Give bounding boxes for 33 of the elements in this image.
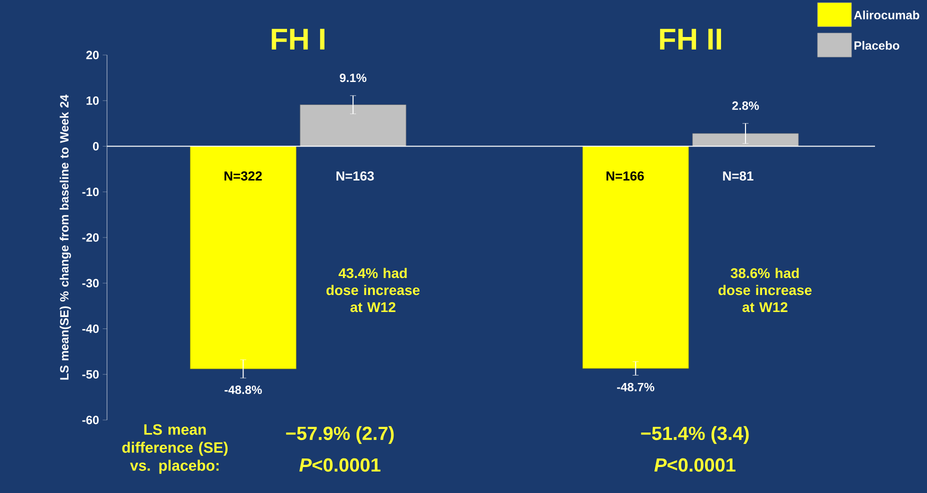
- data-label: 9.1%: [340, 74, 366, 82]
- annotation: N=81: [723, 171, 754, 181]
- bar: [300, 104, 406, 146]
- annotation: N=166: [606, 171, 644, 181]
- data-label: 2.8%: [732, 101, 759, 110]
- y-tick-label: -20: [82, 233, 99, 242]
- text: −51.4% (3.4): [641, 426, 749, 444]
- y-tick-label: -60: [82, 416, 99, 424]
- legend-label: Placebo: [854, 40, 900, 50]
- text: P<0.0001: [654, 458, 736, 472]
- x-tick-label: FH I: [272, 28, 324, 50]
- text: −57.9% (2.7): [286, 426, 394, 444]
- y-tick-label: -30: [82, 278, 99, 288]
- annotation: 38.6% had dose increase at W12: [718, 268, 812, 312]
- annotation: 43.4% had dose increase at W12: [326, 268, 420, 312]
- y-tick-label: 0: [92, 142, 99, 150]
- annotation: N=163: [336, 171, 374, 181]
- y-axis-title: LS mean(SE) % change from baseline to Week 24: [60, 94, 71, 380]
- x-tick-label: FH II: [660, 28, 722, 50]
- bar: [692, 133, 799, 146]
- y-tick-label: -40: [82, 324, 99, 333]
- data-label: -48.7%: [617, 382, 654, 392]
- y-tick-label: 10: [86, 96, 99, 105]
- bar: [190, 146, 296, 370]
- bar: [582, 146, 689, 369]
- y-tick-label: -50: [82, 370, 99, 379]
- y-tick-label: -10: [82, 188, 99, 196]
- text: P<0.0001: [299, 458, 380, 472]
- legend-label: Alirocumab: [854, 10, 920, 20]
- data-label: -48.8%: [224, 386, 262, 394]
- y-tick-label: 20: [86, 50, 99, 60]
- text: LS mean difference (SE) vs. placebo:: [122, 424, 228, 474]
- annotation: N=322: [224, 171, 262, 181]
